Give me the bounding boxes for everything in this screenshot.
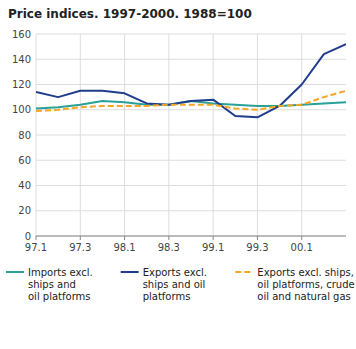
x-tick-label: 99.3 — [246, 242, 268, 253]
y-tick-label: 60 — [18, 155, 31, 166]
y-grid-line — [36, 210, 346, 211]
y-grid-line — [36, 160, 346, 161]
y-tick-label: 0 — [25, 231, 31, 242]
y-grid-line — [36, 59, 346, 60]
title: Price indices. 1997-2000. 1988=100 — [8, 7, 252, 21]
y-grid-line — [36, 84, 346, 85]
y-grid-line — [36, 236, 346, 237]
x-tick-label: 97.1 — [25, 242, 47, 253]
series-line — [36, 91, 346, 111]
x-tick-label: 98.3 — [158, 242, 180, 253]
chart: Price indices. 1997-2000. 1988=100 0 20 40 6… — [0, 0, 356, 349]
y-grid-line — [36, 185, 346, 186]
x-tick — [80, 236, 81, 240]
x-tick — [257, 236, 258, 240]
y-tick-label: 20 — [18, 205, 31, 216]
x-grid-line — [257, 34, 258, 236]
plot-area — [36, 44, 346, 117]
legend-label: Exports excl.ships and oilplatforms — [143, 267, 207, 302]
x-grid-line — [124, 34, 125, 236]
grid — [36, 34, 346, 236]
x-axis-line — [36, 236, 346, 237]
legend-swatch — [235, 271, 253, 273]
y-tick-label: 140 — [12, 54, 31, 65]
legend-swatch — [121, 271, 139, 273]
x-tick — [168, 236, 169, 240]
x-tick-label: 99.1 — [202, 242, 224, 253]
x-grid-line — [168, 34, 169, 236]
x-grid-line — [301, 34, 302, 236]
x-grid-line — [213, 34, 214, 236]
x-tick-label: 98.1 — [113, 242, 135, 253]
x-tick-label: 00.1 — [291, 242, 313, 253]
x-tick — [124, 236, 125, 240]
legend-label: Imports excl.ships andoil platforms — [28, 267, 93, 302]
y-tick-label: 120 — [12, 79, 31, 90]
x-grid-line — [80, 34, 81, 236]
legend-label: Exports excl. ships,oil platforms, crude… — [257, 267, 354, 302]
x-tick — [213, 236, 214, 240]
y-grid-line — [36, 34, 346, 35]
legend: Imports excl.ships andoil platforms Expor… — [6, 267, 355, 302]
y-tick-label: 40 — [18, 180, 31, 191]
x-tick-label: 97.3 — [69, 242, 91, 253]
y-tick-label: 80 — [18, 130, 31, 141]
y-tick-label: 160 — [12, 29, 31, 40]
y-grid-line — [36, 135, 346, 136]
y-grid-line — [36, 109, 346, 110]
series-line — [36, 44, 346, 117]
legend-swatch — [6, 271, 24, 273]
x-tick — [301, 236, 302, 240]
x-grid-line — [36, 34, 37, 236]
y-tick-label: 100 — [12, 104, 31, 115]
x-tick — [36, 236, 37, 240]
